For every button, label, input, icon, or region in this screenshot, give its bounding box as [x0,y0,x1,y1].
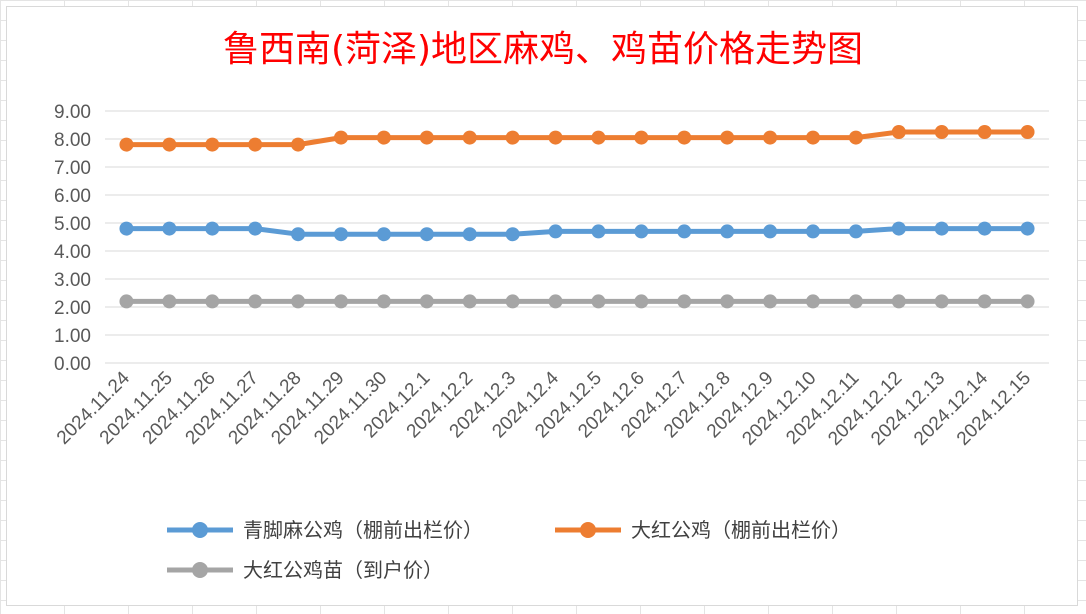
data-point [334,294,348,309]
data-point [848,130,863,145]
data-point [248,294,263,309]
data-point [462,294,477,309]
data-point [634,130,649,145]
data-point [934,125,949,139]
data-point [720,130,735,145]
data-point [548,294,563,309]
data-point [806,294,820,309]
data-point [763,294,778,309]
data-point [248,137,263,152]
data-point [634,294,649,309]
data-point [548,224,563,239]
data-point [376,294,391,309]
data-point [977,294,992,309]
data-point [462,130,477,145]
series-0 [119,221,1035,242]
data-point [548,130,563,145]
data-point [505,294,520,309]
data-point [591,130,606,145]
data-point [205,221,220,236]
gridlines [105,110,1049,364]
legend-marker [580,522,596,538]
data-point [505,227,520,242]
x-axis-ticks: 2024.11.242024.11.252024.11.262024.11.27… [53,367,1035,449]
data-point [677,294,692,309]
data-point [419,130,434,145]
legend-label: 青脚麻公鸡（棚前出栏价） [243,518,483,542]
data-point [1020,221,1035,236]
chart-area: 鲁西南(菏泽)地区麻鸡、鸡苗价格走势图 0.00 1.00 2.00 3.00 4.00… [6,6,1078,606]
data-point [162,221,177,236]
y-tick-label: 1.00 [54,326,91,347]
data-point [291,227,306,242]
data-point [891,221,906,236]
data-point [334,227,348,242]
data-point [162,137,177,152]
series-1 [119,125,1035,152]
data-point [891,294,906,309]
y-tick-label: 4.00 [54,242,91,263]
data-point [806,224,820,239]
y-tick-label: 2.00 [54,298,91,319]
series-line [126,129,1028,148]
data-point [248,221,263,236]
data-point [848,224,863,239]
data-point [934,221,949,236]
data-point [291,137,306,152]
data-point [1020,125,1035,139]
y-tick-label: 0.00 [54,354,91,375]
y-tick-label: 9.00 [54,102,91,123]
legend: 青脚麻公鸡（棚前出栏价） 大红公鸡（棚前出栏价） 大红公鸡苗（到户价） [167,518,851,582]
y-tick-label: 5.00 [54,214,91,235]
data-point [119,221,134,236]
data-point [977,221,992,236]
legend-label: 大红公鸡苗（到户价） [243,558,443,582]
series-lines [119,125,1035,309]
data-point [848,294,863,309]
data-point [119,137,134,152]
legend-marker [192,522,208,538]
chart-title: 鲁西南(菏泽)地区麻鸡、鸡苗价格走势图 [223,29,863,70]
data-point [334,130,348,145]
data-point [591,224,606,239]
data-point [720,224,735,239]
data-point [891,125,906,139]
data-point [376,130,391,145]
data-point [977,125,992,139]
data-point [419,227,434,242]
y-tick-label: 8.00 [54,130,91,151]
data-point [462,227,477,242]
data-point [419,294,434,309]
series-line [126,226,1028,237]
data-point [591,294,606,309]
data-point [763,224,778,239]
legend-label: 大红公鸡（棚前出栏价） [631,518,851,542]
legend-item: 大红公鸡苗（到户价） [167,558,443,582]
data-point [720,294,735,309]
data-point [677,224,692,239]
y-axis-ticks: 0.00 1.00 2.00 3.00 4.00 5.00 6.00 7.00 8.00 9.00 [54,102,91,375]
data-point [934,294,949,309]
data-point [205,137,220,152]
data-point [205,294,220,309]
line-chart: 鲁西南(菏泽)地区麻鸡、鸡苗价格走势图 0.00 1.00 2.00 3.00 4.00… [53,29,1049,582]
data-point [505,130,520,145]
y-tick-label: 3.00 [54,270,91,291]
data-point [291,294,306,309]
data-point [1020,294,1035,309]
data-point [119,294,134,309]
series-2 [119,294,1035,309]
data-point [162,294,177,309]
legend-marker [192,562,208,578]
legend-item: 大红公鸡（棚前出栏价） [555,518,851,542]
y-tick-label: 6.00 [54,186,91,207]
legend-item: 青脚麻公鸡（棚前出栏价） [167,518,483,542]
data-point [376,227,391,242]
data-point [763,130,778,145]
data-point [806,130,820,145]
data-point [677,130,692,145]
y-tick-label: 7.00 [54,158,91,179]
data-point [634,224,649,239]
